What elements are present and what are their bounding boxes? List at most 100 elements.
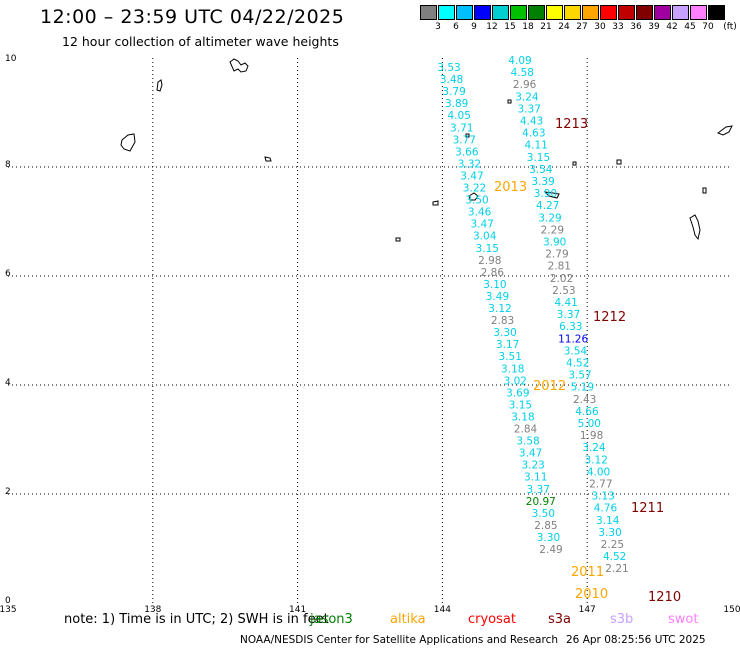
wave-height-value: 3.49 [486, 291, 509, 303]
legend-label: 18 [522, 22, 534, 32]
credit-text: NOAA/NESDIS Center for Satellite Applica… [240, 634, 558, 646]
wave-height-value: 2.98 [478, 255, 501, 267]
legend-swatch [474, 5, 491, 20]
wave-height-value: 3.54 [529, 164, 553, 176]
x-tick-label: 144 [434, 605, 451, 615]
wave-height-value: 3.18 [511, 411, 534, 423]
wave-height-value: 3.02 [504, 375, 527, 387]
legend-swatch [564, 5, 581, 20]
wave-height-value: 3.69 [506, 387, 529, 399]
wave-height-value: 4.66 [575, 406, 599, 418]
wave-height-value: 3.57 [568, 370, 591, 382]
wave-height-value: 3.22 [463, 183, 486, 195]
satellite-name: cryosat [468, 612, 516, 627]
legend-label: 42 [666, 22, 678, 32]
wave-height-value: 4.52 [603, 551, 626, 563]
wave-height-value: 3.10 [483, 279, 506, 291]
legend-swatch [600, 5, 617, 20]
island [572, 161, 577, 166]
wave-height-value: 3.24 [582, 442, 606, 454]
pass-label: 2010 [575, 587, 608, 602]
wave-height-value: 4.09 [508, 55, 531, 67]
legend-label: 27 [576, 22, 588, 32]
x-tick-label: 150 [723, 605, 740, 615]
wave-height-value: 3.29 [538, 212, 561, 224]
wave-height-value: 3.04 [473, 231, 497, 243]
wave-height-value: 2.79 [545, 249, 568, 261]
y-tick-label: 6 [5, 269, 11, 279]
wave-height-value: 3.54 [564, 345, 588, 357]
wave-height-value: 3.53 [437, 62, 460, 74]
island [229, 58, 249, 73]
wave-height-value: 5.19 [571, 382, 594, 394]
legend-swatch [708, 5, 725, 20]
pass-label: 1211 [631, 501, 664, 516]
wave-height-value: 3.37 [527, 484, 550, 496]
wave-height-value: 3.32 [458, 158, 481, 170]
legend-label: 33 [612, 22, 624, 32]
island [432, 200, 439, 206]
wave-height-value: 4.76 [594, 503, 618, 515]
wave-height-value: 3.48 [440, 74, 463, 86]
legend-swatch [438, 5, 455, 20]
wave-height-value: 3.47 [460, 170, 483, 182]
pass-label: 2013 [494, 180, 527, 195]
wave-height-value: 6.33 [559, 321, 582, 333]
wave-height-value: 4.00 [587, 466, 610, 478]
legend-swatch [636, 5, 653, 20]
wave-height-value: 4.11 [524, 140, 547, 152]
wave-height-value: 4.58 [511, 67, 534, 79]
satellite-name: s3b [610, 612, 634, 627]
wave-height-value: 4.05 [448, 110, 471, 122]
island [395, 237, 401, 242]
satellite-name: altika [390, 612, 426, 627]
map-title: 12:00 – 23:59 UTC 04/22/2025 [40, 6, 345, 28]
wave-height-value: 3.18 [501, 363, 524, 375]
island [120, 133, 136, 152]
island [156, 79, 163, 92]
wave-height-value: 3.17 [496, 339, 519, 351]
pass-labels: 1213 2013 1212 2012 1211 2011 2010 1210 [494, 117, 681, 605]
wave-height-value: 3.37 [518, 103, 541, 115]
wave-height-value: 3.13 [591, 491, 614, 503]
legend-swatch [510, 5, 527, 20]
legend-label: 6 [453, 22, 459, 32]
legend-swatch [672, 5, 689, 20]
x-tick-label: 147 [579, 605, 596, 615]
wave-height-value: 3.30 [493, 327, 516, 339]
legend-label: 3 [435, 22, 441, 32]
wave-height-value: 3.15 [476, 243, 499, 255]
y-tick-label: 10 [5, 54, 17, 64]
wave-height-value: 2.21 [605, 563, 628, 575]
map-grid: 135 138 141 144 147 150 10 8 6 4 2 0 [0, 54, 740, 615]
legend-swatch [528, 5, 545, 20]
wave-height-value: 2.29 [541, 224, 564, 236]
wave-height-value: 3.14 [596, 515, 620, 527]
wave-height-value: 3.47 [470, 219, 493, 231]
legend-label: 39 [648, 22, 660, 32]
island [689, 214, 701, 241]
satellite-name: jason3 [310, 612, 353, 627]
legend-swatch [456, 5, 473, 20]
wave-height-value: 2.83 [491, 315, 514, 327]
y-tick-label: 4 [5, 378, 11, 388]
wave-height-value: 3.37 [557, 309, 580, 321]
legend-swatch [654, 5, 671, 20]
legend-label: 15 [504, 22, 516, 32]
satellite-name: s3a [548, 612, 572, 627]
legend-unit: (ft) [723, 22, 737, 32]
pass-label: 1210 [648, 590, 681, 605]
islands [120, 58, 733, 242]
wave-height-value: 3.11 [524, 472, 547, 484]
x-tick-label: 141 [289, 605, 306, 615]
island [465, 133, 470, 138]
wave-height-value: 3.51 [499, 351, 522, 363]
wave-height-value: 3.30 [598, 527, 621, 539]
legend-label: 45 [684, 22, 696, 32]
satellite-name: swot [668, 612, 699, 627]
wave-height-value: 4.27 [536, 200, 559, 212]
legend-swatch [420, 5, 437, 20]
x-tick-label: 138 [144, 605, 161, 615]
wave-height-value: 4.52 [566, 358, 589, 370]
